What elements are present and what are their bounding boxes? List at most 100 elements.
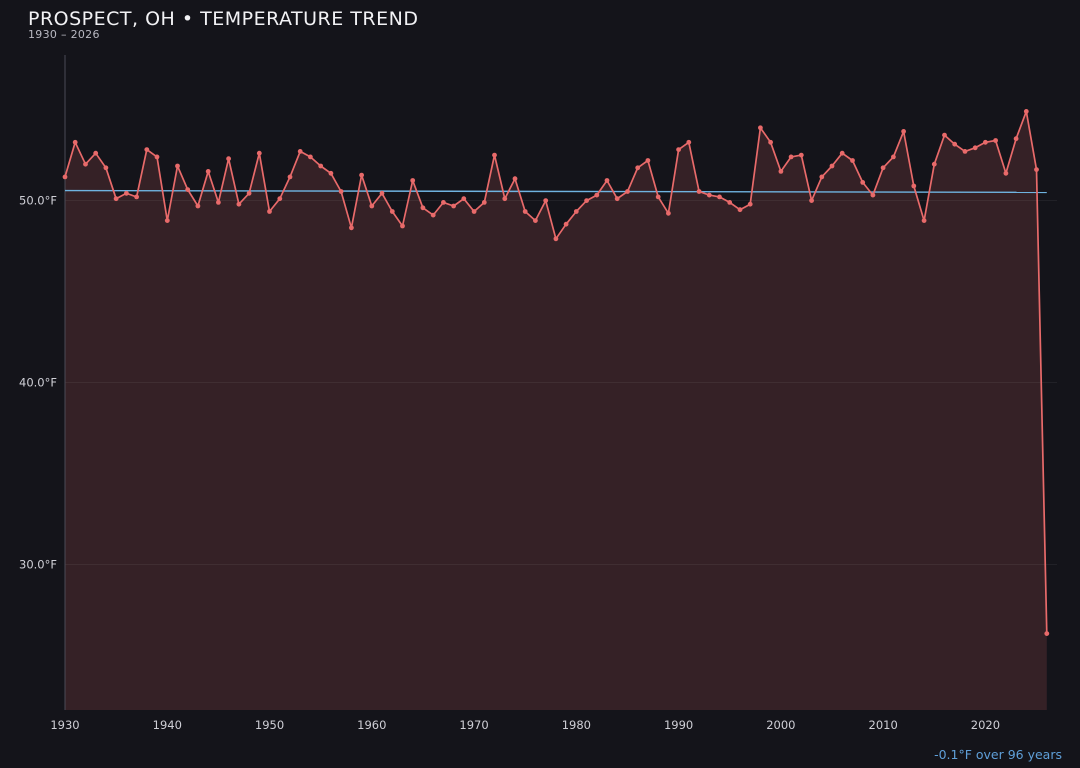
temperature-area-fill — [65, 111, 1047, 710]
x-axis-tick-label: 1990 — [664, 718, 693, 732]
data-point — [410, 178, 416, 183]
data-point — [349, 225, 354, 231]
data-point — [512, 176, 518, 182]
data-point — [676, 147, 681, 153]
data-point — [911, 183, 917, 189]
data-point — [850, 158, 855, 163]
data-point — [471, 209, 477, 214]
data-point — [338, 189, 344, 194]
page-title: PROSPECT, OH • TEMPERATURE TREND — [28, 8, 419, 30]
data-point — [891, 154, 896, 160]
data-point — [93, 150, 99, 156]
data-point — [154, 154, 160, 160]
data-point — [901, 129, 906, 134]
data-point — [134, 194, 140, 200]
data-point — [614, 196, 620, 202]
data-point — [308, 154, 313, 160]
data-point — [533, 218, 538, 224]
data-point — [696, 189, 702, 194]
data-point — [451, 203, 456, 209]
y-axis-tick-label: 50.0°F — [19, 194, 57, 208]
y-axis-tick-label: 40.0°F — [19, 376, 57, 390]
data-point — [318, 163, 324, 169]
data-point — [666, 210, 671, 216]
data-point — [113, 196, 119, 202]
data-point — [972, 145, 978, 151]
data-point — [461, 196, 467, 202]
data-point — [1034, 167, 1039, 173]
data-point — [502, 196, 508, 202]
data-point — [942, 132, 947, 138]
data-point — [645, 158, 651, 163]
data-point — [400, 223, 405, 229]
data-point — [216, 200, 221, 205]
x-axis-tick-label: 1950 — [255, 718, 284, 732]
data-point — [921, 218, 927, 224]
data-point — [83, 161, 88, 167]
data-point — [1003, 170, 1009, 176]
data-point — [441, 200, 446, 205]
data-point — [1013, 136, 1019, 142]
data-point — [256, 150, 262, 156]
data-point — [604, 178, 610, 183]
data-point — [931, 161, 937, 167]
x-axis-tick-label: 2010 — [869, 718, 898, 732]
x-axis-tick-label: 2020 — [971, 718, 1000, 732]
data-point — [185, 187, 191, 193]
data-point — [798, 152, 804, 158]
data-point — [1023, 109, 1029, 114]
data-point — [553, 236, 559, 242]
data-point — [594, 192, 600, 198]
data-point — [952, 141, 958, 147]
data-point — [563, 221, 569, 227]
data-point — [481, 200, 487, 205]
x-axis-tick-label: 1960 — [357, 718, 386, 732]
trend-annotation: -0.1°F over 96 years — [934, 747, 1062, 762]
data-point — [880, 165, 886, 171]
data-point — [205, 169, 211, 174]
data-point — [983, 139, 988, 145]
data-point — [72, 139, 78, 145]
data-point — [103, 165, 109, 171]
data-point — [778, 169, 784, 174]
data-point — [236, 201, 242, 207]
data-point — [768, 139, 773, 145]
data-point — [727, 200, 733, 205]
x-axis-tick-label: 1940 — [153, 718, 182, 732]
data-point — [379, 190, 385, 196]
data-point — [226, 156, 232, 162]
data-point — [839, 150, 845, 156]
data-point — [175, 163, 180, 169]
data-point — [809, 198, 814, 204]
data-point — [359, 172, 364, 178]
data-point — [267, 209, 272, 214]
data-point — [369, 203, 375, 209]
data-point — [993, 138, 998, 143]
data-point — [543, 198, 549, 204]
data-point — [389, 209, 395, 214]
data-point — [573, 209, 579, 214]
x-axis-tick-label: 1980 — [562, 718, 591, 732]
data-point — [819, 174, 825, 180]
data-point — [246, 190, 252, 196]
data-point — [870, 192, 876, 198]
data-point — [706, 192, 712, 198]
x-axis-tick-label: 2000 — [766, 718, 795, 732]
data-point — [195, 203, 201, 209]
data-point — [164, 218, 170, 224]
data-point — [584, 198, 589, 204]
data-point — [737, 207, 743, 213]
data-point — [277, 196, 283, 202]
data-point — [860, 180, 866, 185]
data-point — [625, 189, 630, 194]
data-point — [328, 170, 334, 176]
data-point — [124, 190, 129, 196]
data-point — [287, 174, 293, 180]
x-axis-tick-label: 1930 — [50, 718, 79, 732]
data-point — [829, 163, 835, 169]
data-point — [962, 149, 968, 154]
data-point — [492, 152, 497, 158]
data-point — [635, 165, 641, 171]
